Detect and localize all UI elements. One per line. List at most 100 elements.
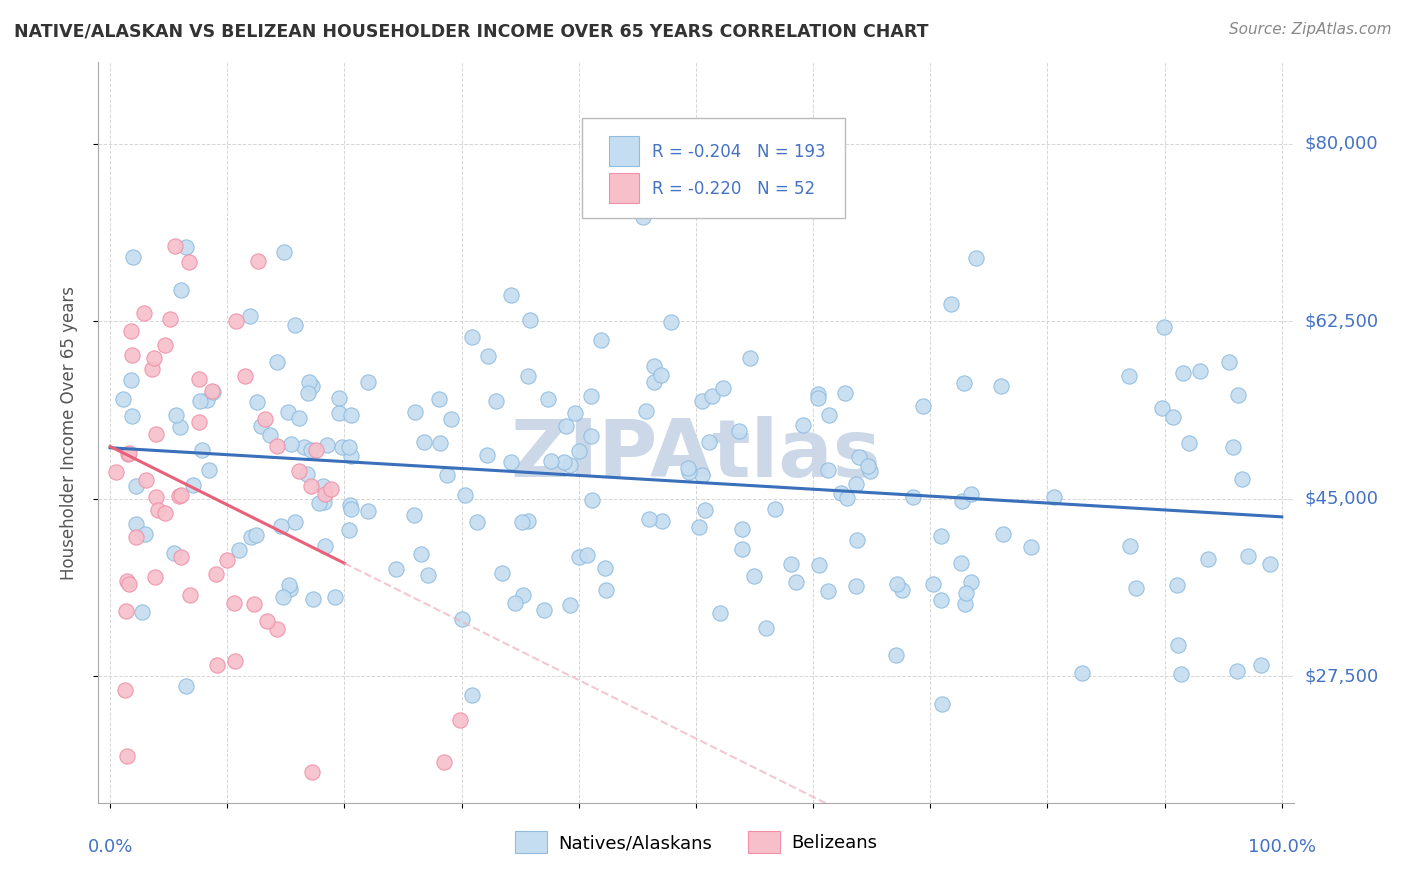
Point	[339, 499, 361, 513]
Point	[312, 479, 335, 493]
Point	[676, 461, 699, 475]
Point	[328, 391, 350, 405]
Point	[845, 533, 868, 548]
Point	[697, 435, 720, 450]
Point	[115, 749, 138, 764]
Point	[593, 561, 616, 575]
Point	[245, 528, 267, 542]
Point	[247, 253, 270, 268]
Point	[174, 240, 197, 254]
Point	[993, 527, 1015, 541]
Point	[288, 411, 311, 425]
Point	[404, 508, 426, 522]
Point	[179, 588, 201, 602]
Point	[297, 386, 319, 401]
Point	[163, 546, 186, 560]
Point	[564, 406, 586, 420]
Point	[643, 375, 665, 389]
Point	[475, 448, 498, 462]
Point	[357, 504, 380, 518]
Point	[201, 385, 224, 400]
Point	[533, 603, 555, 617]
Point	[299, 443, 322, 458]
Point	[117, 574, 139, 588]
Text: Source: ZipAtlas.com: Source: ZipAtlas.com	[1229, 22, 1392, 37]
Point	[837, 491, 859, 505]
Point	[568, 549, 591, 564]
Point	[1166, 578, 1188, 592]
Point	[1152, 401, 1174, 416]
Point	[266, 439, 288, 453]
Bar	[609, 173, 638, 203]
Point	[121, 250, 143, 264]
Point	[738, 351, 761, 366]
Point	[357, 375, 380, 389]
Point	[891, 583, 914, 598]
Point	[165, 408, 187, 422]
Point	[155, 506, 177, 520]
Point	[953, 376, 976, 391]
Point	[201, 384, 224, 398]
Point	[595, 582, 617, 597]
Point	[418, 567, 440, 582]
Point	[929, 529, 952, 543]
Point	[451, 612, 474, 626]
Point	[477, 350, 499, 364]
Point	[314, 539, 336, 553]
Point	[693, 503, 716, 517]
Point	[169, 489, 191, 503]
Point	[519, 312, 541, 326]
Point	[807, 386, 830, 401]
Text: $80,000: $80,000	[1305, 135, 1378, 153]
Point	[1171, 366, 1194, 380]
Point	[939, 296, 962, 310]
Point	[271, 591, 294, 605]
Point	[266, 355, 288, 369]
Point	[134, 526, 156, 541]
Point	[449, 713, 471, 727]
Point	[187, 372, 209, 386]
Point	[763, 501, 786, 516]
Point	[817, 583, 839, 598]
FancyBboxPatch shape	[582, 118, 845, 218]
Point	[1163, 410, 1185, 425]
Point	[301, 765, 323, 780]
Point	[145, 490, 167, 504]
Point	[643, 359, 665, 373]
Point	[834, 386, 856, 401]
Point	[1019, 540, 1042, 554]
Point	[505, 596, 527, 610]
Point	[589, 333, 612, 347]
Point	[785, 574, 807, 589]
Point	[568, 444, 591, 458]
Point	[553, 455, 575, 469]
Point	[177, 255, 200, 269]
Point	[143, 570, 166, 584]
Point	[337, 523, 360, 537]
Point	[1218, 355, 1240, 369]
Point	[181, 477, 204, 491]
Point	[949, 557, 972, 571]
Point	[1167, 639, 1189, 653]
Point	[191, 442, 214, 457]
Point	[323, 590, 346, 604]
Point	[499, 288, 522, 302]
Point	[1250, 658, 1272, 673]
Point	[912, 400, 935, 414]
Point	[955, 585, 977, 599]
Point	[965, 252, 987, 266]
Point	[886, 577, 908, 591]
Point	[1118, 368, 1140, 383]
Point	[651, 515, 673, 529]
Point	[1197, 551, 1219, 566]
Point	[198, 463, 221, 477]
Text: $45,000: $45,000	[1305, 490, 1379, 508]
Point	[302, 591, 325, 606]
Point	[634, 403, 657, 417]
Point	[314, 486, 336, 500]
Bar	[609, 136, 638, 166]
Point	[135, 473, 157, 487]
Point	[554, 419, 576, 434]
Point	[337, 440, 360, 454]
Text: 0.0%: 0.0%	[87, 838, 132, 855]
